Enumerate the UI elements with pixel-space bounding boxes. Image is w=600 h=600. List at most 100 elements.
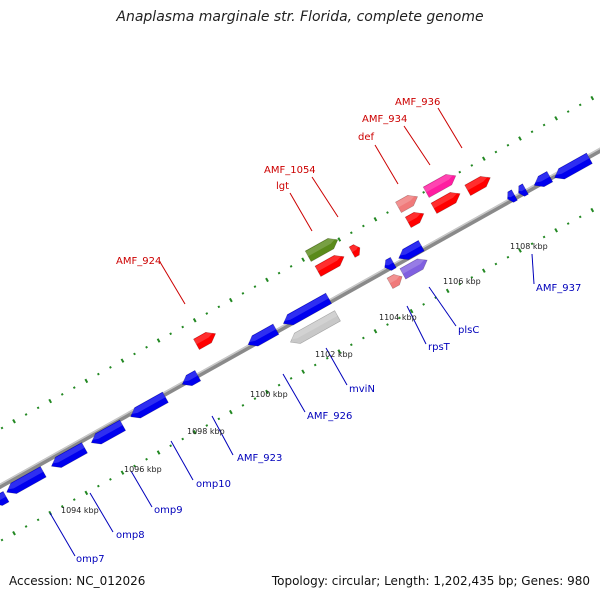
gene-arrow-forward[interactable] — [464, 172, 494, 196]
gene-arrow-forward[interactable] — [422, 170, 459, 198]
gc-dot-bottom — [325, 356, 329, 360]
gc-dot-top — [72, 386, 76, 389]
label-leader-line — [428, 286, 457, 327]
gc-dot-top — [217, 305, 221, 309]
gc-dot-bottom — [482, 268, 486, 273]
gene-arrow-reverse[interactable] — [128, 391, 169, 422]
gc-dot-top — [109, 366, 112, 369]
gene-arrow-reverse[interactable] — [505, 189, 518, 204]
tick-label: 1106 kbp — [443, 277, 481, 286]
gc-dot-top — [181, 325, 185, 329]
gene-arrow-reverse[interactable] — [179, 369, 202, 389]
gc-dot-bottom — [373, 329, 378, 334]
gc-dots-bottom — [0, 207, 595, 542]
gene-arrow-forward[interactable] — [430, 188, 463, 214]
gc-dot-bottom — [362, 336, 365, 340]
gene-arrow-forward[interactable] — [193, 328, 218, 351]
gene-arrow-reverse[interactable] — [531, 170, 554, 190]
topology-text: Topology: circular; Length: 1,202,435 bp… — [271, 574, 590, 588]
gene-arrow-reverse[interactable] — [245, 323, 280, 350]
gene-arrow-forward[interactable] — [395, 191, 420, 214]
map-title: Anaplasma marginale str. Florida, comple… — [116, 9, 484, 25]
gene-arrow-forward[interactable] — [348, 243, 363, 258]
gc-dot-top — [362, 224, 365, 228]
gc-dot-bottom — [84, 490, 89, 496]
gc-dot-top — [494, 150, 498, 154]
gene-label-reverse: AMF_926 — [307, 411, 352, 422]
gc-dot-bottom — [36, 518, 40, 522]
gene-arrow-reverse[interactable] — [48, 442, 88, 471]
gc-dot-top — [530, 130, 534, 134]
gc-dot-bottom — [120, 470, 125, 475]
gc-dot-bottom — [506, 255, 510, 259]
label-leader-line — [289, 192, 313, 232]
tick-label: 1102 kbp — [315, 350, 353, 359]
gc-dot-bottom — [422, 303, 425, 306]
gc-dot-bottom — [542, 235, 546, 239]
gene-arrow-forward[interactable] — [404, 208, 427, 229]
gc-dot-bottom — [458, 282, 462, 286]
gene-label-forward: def — [358, 132, 375, 143]
gc-dot-bottom — [313, 363, 317, 367]
gene-arrow-forward[interactable] — [386, 271, 405, 290]
gene-arrow-reverse[interactable] — [396, 240, 425, 263]
gene-label-forward: AMF_924 — [116, 256, 161, 267]
gene-arrow-reverse[interactable] — [4, 466, 47, 498]
gc-dot-bottom — [470, 276, 474, 279]
gc-dot-bottom — [337, 349, 342, 354]
gc-dot-bottom — [590, 207, 595, 213]
gc-dot-bottom — [265, 389, 269, 395]
gc-dot-bottom — [241, 403, 245, 407]
gc-dot-top — [48, 398, 53, 404]
label-leader-line — [170, 440, 194, 481]
label-leader-line — [531, 253, 535, 285]
gc-dot-bottom — [97, 484, 100, 488]
gc-dot-top — [0, 426, 4, 430]
gene-arrow-reverse[interactable] — [88, 419, 127, 448]
gc-dot-bottom — [554, 228, 558, 233]
gc-dot-top — [506, 143, 510, 147]
gene-label-reverse: omp7 — [76, 554, 105, 565]
tick-label: 1096 kbp — [124, 465, 162, 474]
accession-text: Accession: NC_012026 — [9, 574, 146, 588]
gc-dot-bottom — [145, 457, 148, 461]
label-leader-line — [374, 144, 399, 185]
gc-dot-bottom — [169, 444, 173, 448]
gene-label-reverse: omp8 — [116, 530, 145, 541]
gc-dot-top — [145, 345, 148, 349]
gc-dot-bottom — [289, 377, 293, 380]
gene-arrow-forward[interactable] — [314, 251, 347, 277]
gene-arrow-forward[interactable] — [304, 234, 341, 262]
label-leader-line — [49, 512, 76, 557]
tick-label: 1104 kbp — [379, 313, 417, 322]
gene-label-reverse: rpsT — [428, 342, 451, 353]
gc-dot-top — [289, 265, 293, 268]
gc-dot-top — [205, 312, 209, 315]
gc-dot-bottom — [133, 464, 136, 468]
gc-dot-bottom — [578, 215, 582, 219]
gc-dot-top — [554, 116, 558, 121]
gene-arrow-reverse[interactable] — [288, 310, 341, 348]
gc-dot-bottom — [229, 409, 233, 415]
gc-dot-top — [120, 358, 125, 363]
gc-dot-top — [349, 231, 353, 235]
gene-arrow-reverse[interactable] — [0, 490, 10, 508]
gc-dot-top — [241, 291, 245, 295]
gene-arrow-reverse[interactable] — [516, 183, 529, 198]
gene-arrow-forward[interactable] — [399, 255, 430, 280]
gc-dot-top — [24, 413, 28, 416]
gc-dot-top — [458, 170, 462, 174]
gc-dot-bottom — [445, 288, 450, 294]
label-leader-line — [325, 347, 348, 386]
gc-dot-bottom — [205, 424, 209, 427]
gc-dot-bottom — [60, 504, 64, 508]
gene-arrow-reverse[interactable] — [382, 256, 397, 272]
gene-arrow-reverse[interactable] — [552, 152, 593, 183]
tick-label: 1100 kbp — [250, 390, 288, 399]
gc-dot-top — [542, 123, 546, 127]
gene-label-forward: AMF_1054 — [264, 165, 316, 176]
gene-label-reverse: mviN — [349, 384, 375, 395]
gc-dot-top — [60, 392, 64, 396]
gene-arrow-reverse[interactable] — [280, 292, 333, 329]
